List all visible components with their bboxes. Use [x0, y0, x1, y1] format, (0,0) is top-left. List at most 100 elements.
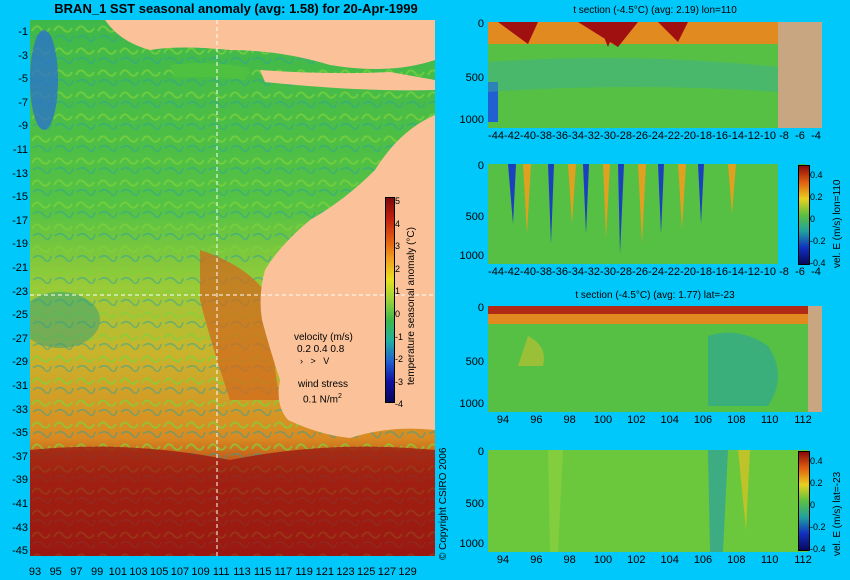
- colorbar-tick-label: -2: [395, 354, 404, 365]
- panel-x-tick: 96: [530, 414, 543, 426]
- panel-x-tick: -12: [744, 130, 760, 142]
- panel-depth-tick: 500: [465, 211, 484, 223]
- lon-tick-label: 107: [170, 566, 190, 578]
- colorbar-label: temperature seasonal anomaly (°C): [406, 227, 417, 385]
- lat-tick-label: -23: [12, 285, 28, 298]
- panel-x-tick: 106: [693, 554, 713, 566]
- panel-2-side-label: vel. E (m/s) lon=110: [832, 179, 843, 268]
- sst-anomaly-map[interactable]: [30, 20, 435, 556]
- panel-x-tick: -18: [696, 130, 712, 142]
- panel-colorbar-tick: 0.4: [810, 170, 823, 180]
- panel-x-tick: -4: [811, 266, 821, 278]
- lat-tick-label: -37: [12, 450, 28, 463]
- panel-x-tick: -14: [728, 130, 744, 142]
- lat-tick-label: -17: [12, 214, 28, 227]
- lon-tick-label: 123: [336, 566, 355, 578]
- lon-tick-label: 121: [315, 566, 334, 578]
- colorbar-tick-label: 1: [395, 286, 401, 297]
- panel-x-tick: -36: [552, 130, 568, 142]
- panel-3-canvas: [488, 306, 822, 412]
- panel-depth-tick: 500: [465, 355, 484, 368]
- panel-x-tick: -4: [811, 130, 821, 142]
- panel-1-title: t section (-4.5°C) (avg: 2.19) lon=110: [573, 5, 737, 16]
- panel-colorbar-tick: 0.4: [810, 456, 823, 466]
- section-panel-3[interactable]: [488, 306, 822, 412]
- panel-x-tick: -42: [504, 266, 520, 278]
- panel-x-tick: 112: [794, 554, 812, 566]
- panel-x-tick: -16: [712, 130, 728, 142]
- panel-x-tick: 94: [496, 414, 510, 426]
- sst-colorbar: [385, 197, 395, 403]
- panel-x-tick: -20: [680, 130, 696, 142]
- lat-tick-label: -9: [18, 120, 28, 133]
- panel-x-tick: 94: [496, 554, 510, 566]
- panel-x-tick: 110: [760, 414, 779, 426]
- panel-colorbar-tick: -0.2: [810, 236, 826, 246]
- panel-x-tick: 96: [530, 554, 543, 566]
- panel-x-tick: -26: [632, 130, 648, 142]
- colorbar-tick-label: 2: [395, 263, 401, 274]
- panel-depth-tick: 0: [477, 446, 484, 458]
- panel-colorbar-tick: -0.4: [810, 544, 826, 554]
- panel-x-tick: -28: [616, 266, 632, 278]
- lat-tick-label: -7: [18, 96, 28, 109]
- panel-x-tick: 104: [660, 414, 679, 426]
- lon-tick-label: 125: [357, 566, 376, 578]
- panel-x-tick: -30: [600, 266, 616, 278]
- colorbar-tick-label: -1: [395, 331, 404, 342]
- panel-x-tick: -10: [760, 130, 776, 142]
- lat-tick-label: -15: [12, 191, 28, 204]
- panel-colorbar-tick: 0.2: [810, 192, 823, 202]
- lat-tick-label: -31: [12, 380, 28, 392]
- panel-x-tick: 108: [727, 414, 746, 426]
- panel-x-tick: -20: [680, 266, 696, 278]
- lon-tick-label: 127: [377, 566, 397, 578]
- panel-x-tick: 110: [760, 554, 779, 566]
- panel-x-tick: -44: [488, 130, 504, 142]
- panel-x-tick: 106: [693, 414, 713, 426]
- lat-tick-label: -13: [12, 167, 28, 180]
- panel-x-tick: 104: [660, 554, 679, 566]
- lat-tick-label: -3: [18, 49, 28, 62]
- velocity-arrows: › > V: [300, 356, 330, 366]
- colorbar-tick-label: -3: [395, 376, 404, 387]
- panel-x-tick: -34: [568, 266, 584, 278]
- panel-4-side-label: vel. E (m/s) lat=-23: [832, 471, 843, 556]
- panel-colorbar-tick: 0: [810, 500, 816, 510]
- panel-depth-tick: 0: [477, 18, 484, 30]
- panel-x-tick: -38: [536, 266, 552, 278]
- colorbar-tick-label: 3: [395, 241, 401, 252]
- section-panel-1[interactable]: [488, 22, 822, 128]
- panel-x-tick: -40: [520, 130, 536, 142]
- section-panel-2[interactable]: [488, 164, 822, 264]
- lat-tick-label: -19: [12, 238, 28, 251]
- panel-4-canvas: [488, 450, 822, 552]
- panel-x-tick: -40: [520, 266, 536, 278]
- panel-x-tick: -30: [600, 130, 616, 142]
- panel-depth-tick: 500: [465, 71, 484, 84]
- panel-colorbar-tick: -0.2: [810, 522, 826, 532]
- lon-tick-label: 103: [129, 566, 148, 578]
- lat-tick-label: -29: [12, 356, 28, 369]
- panel-depth-tick: 1000: [459, 114, 484, 126]
- panel-x-tick: -22: [664, 130, 680, 142]
- lat-tick-label: -33: [12, 403, 28, 416]
- section-panel-4[interactable]: [488, 450, 822, 552]
- panel-depth-tick: 500: [465, 497, 484, 510]
- lat-tick-label: -39: [12, 474, 28, 487]
- colorbar-tick-label: 4: [395, 218, 401, 229]
- panel-depth-tick: 1000: [459, 250, 484, 262]
- panel-x-tick: 98: [563, 414, 576, 426]
- panel-depth-tick: 0: [477, 302, 484, 314]
- panel-x-tick: -18: [696, 266, 712, 278]
- panel-x-tick: -32: [584, 266, 600, 278]
- panel-x-tick: -42: [504, 130, 520, 142]
- panel-x-tick: 100: [593, 554, 613, 566]
- lon-tick-label: 95: [49, 566, 62, 578]
- panel-x-tick: -36: [552, 266, 568, 278]
- panel-x-tick: -22: [664, 266, 680, 278]
- panel-x-tick: -24: [648, 130, 664, 142]
- lon-tick-label: 115: [253, 566, 272, 578]
- land-lesser-sunda: [260, 70, 435, 91]
- lon-tick-label: 97: [70, 566, 83, 578]
